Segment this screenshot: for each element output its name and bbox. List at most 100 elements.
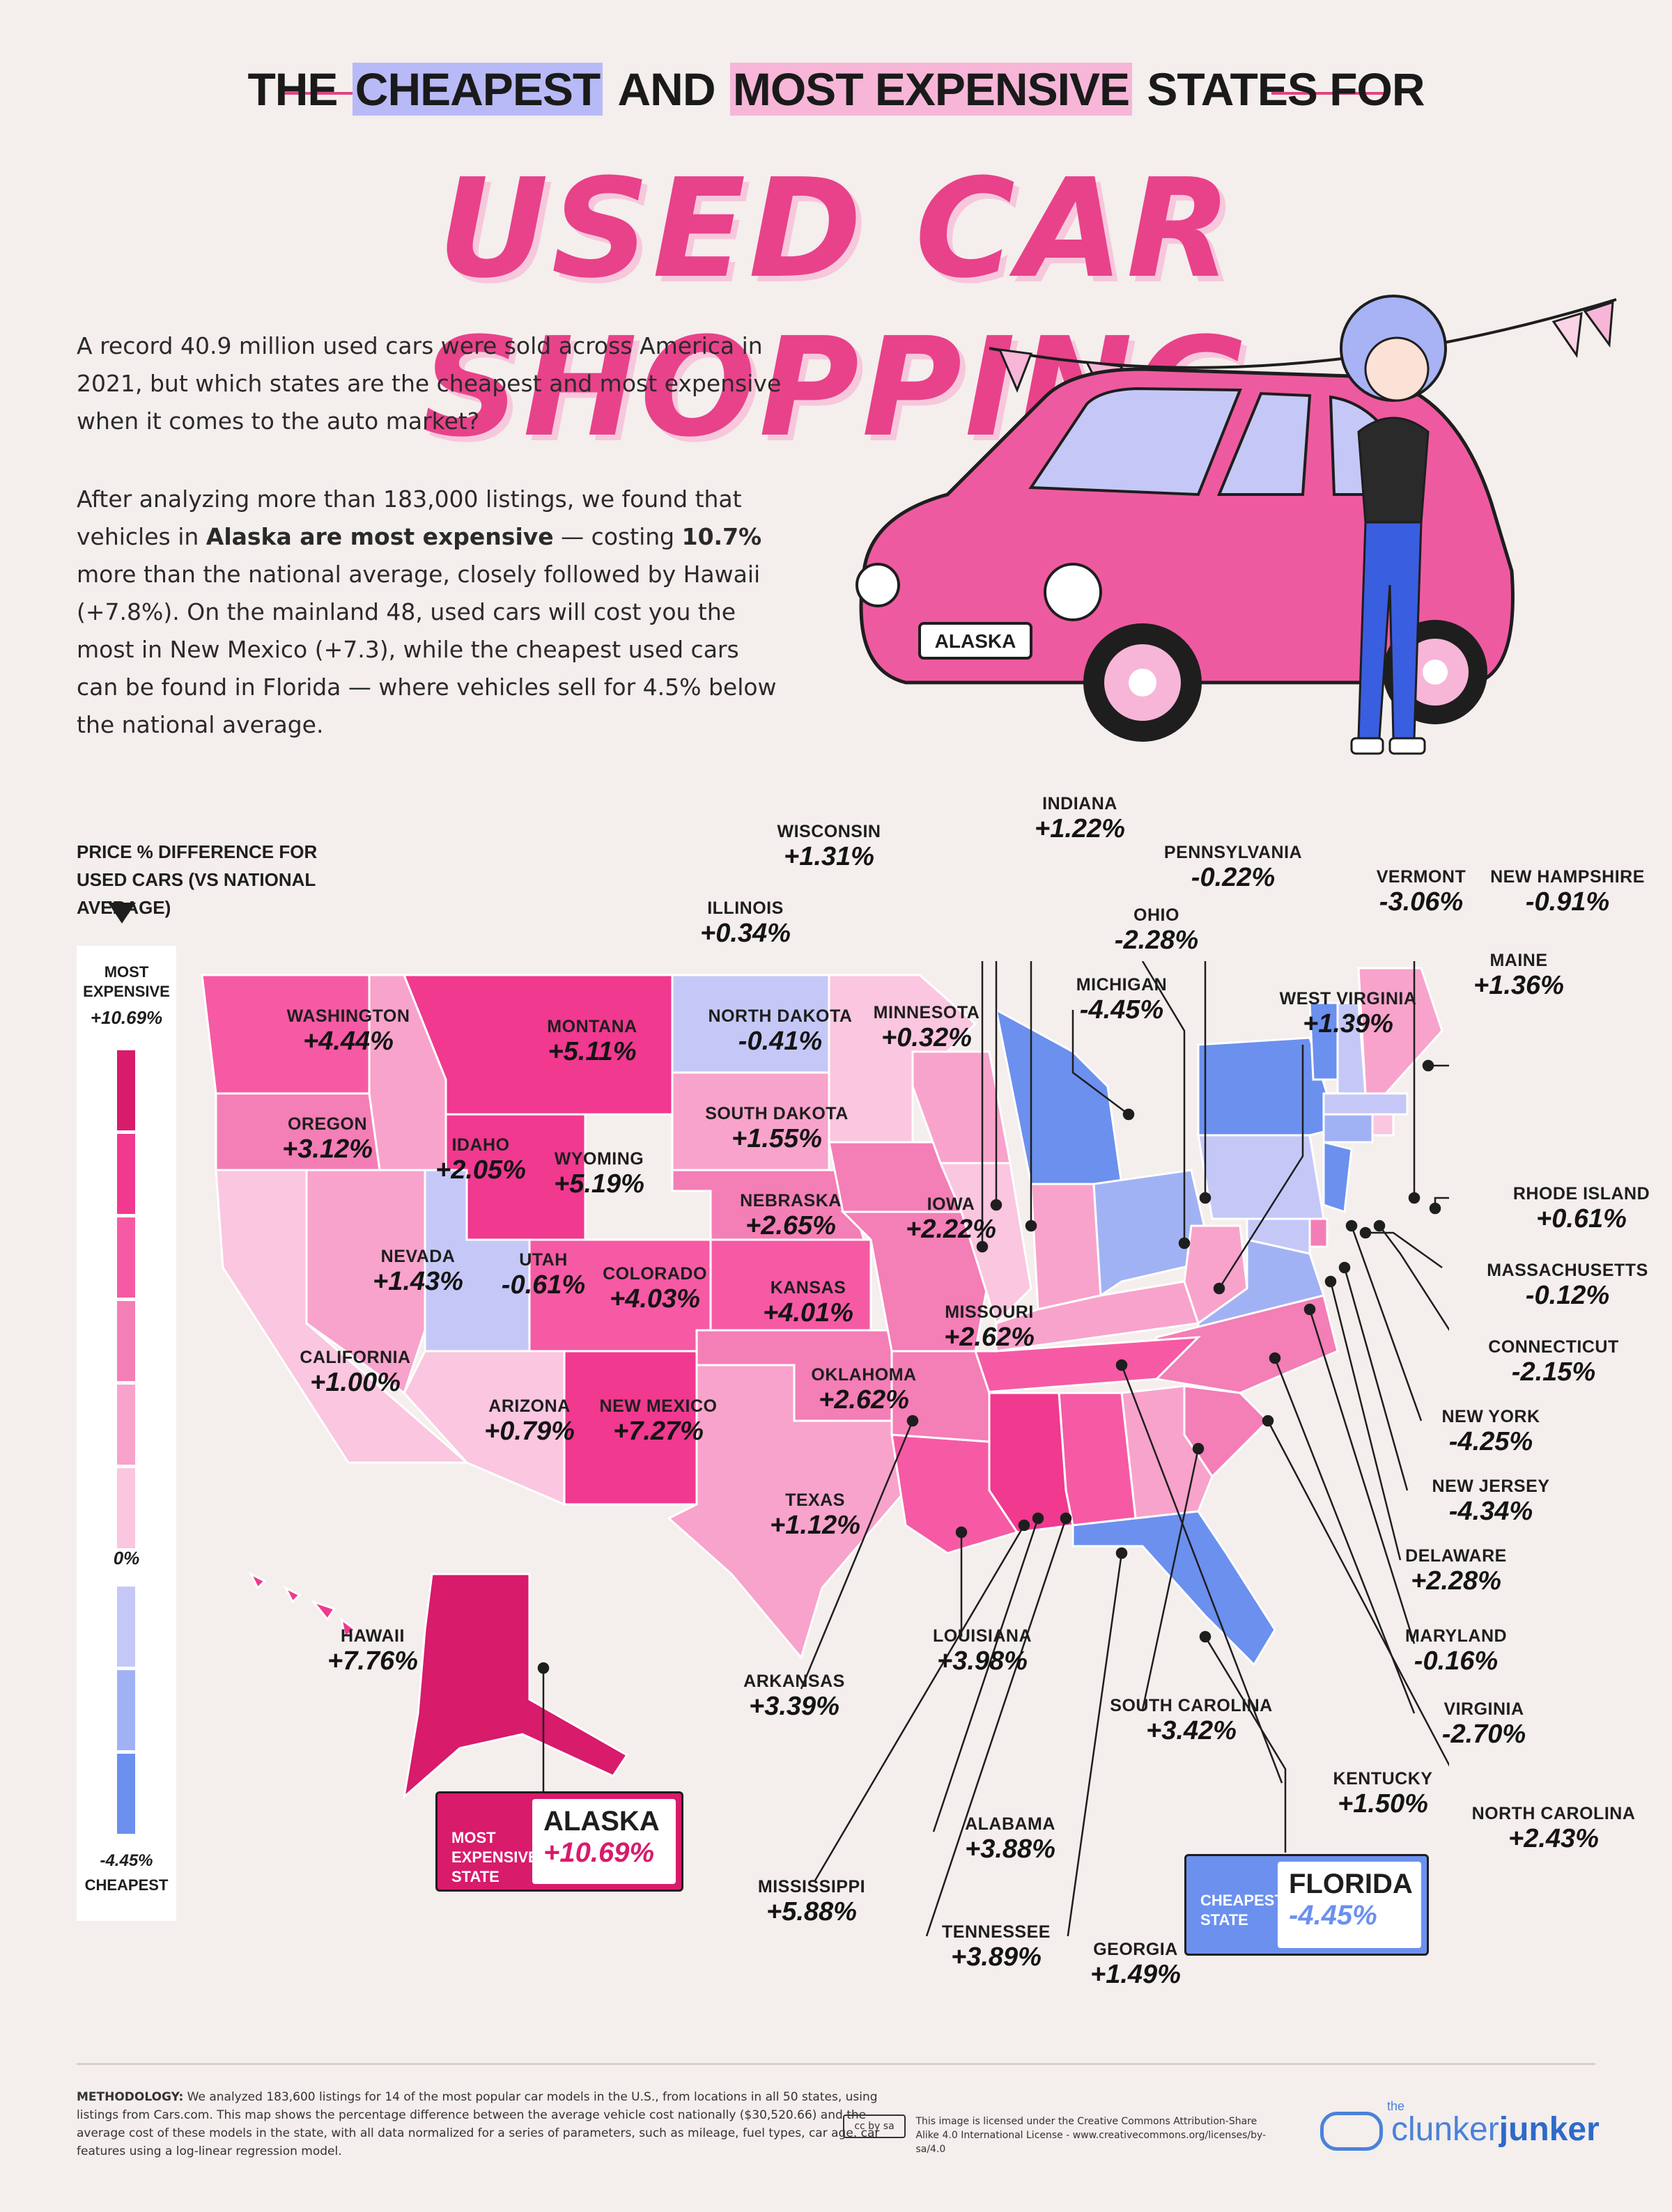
leader-line [814,1525,1025,1881]
state-name: ARIZONA [488,1396,571,1416]
state-value: -0.22% [1191,863,1276,892]
state-ohio [1092,1169,1214,1298]
leader-dot [1269,1352,1281,1364]
state-label-rhode-island: RHODE ISLAND +0.61% [1491,1184,1672,1234]
state-name: INDIANA [1042,794,1117,813]
state-name: NORTH DAKOTA [708,1006,853,1026]
state-value: +1.49% [1090,1960,1181,1989]
state-label-hawaii: HAWAII +7.76% [282,1626,463,1676]
state-value: -0.91% [1525,887,1610,917]
state-label-north-dakota: NORTH DAKOTA -0.41% [690,1006,871,1057]
state-name: WASHINGTON [286,1006,410,1026]
state-value: +5.11% [548,1037,637,1066]
state-massachusetts [1322,1092,1409,1116]
state-name: ARKANSAS [743,1672,845,1691]
state-value: +3.12% [282,1135,373,1164]
state-name: VIRGINIA [1443,1699,1524,1719]
most-expensive-callout: MOST EXPENSIVE STATE ALASKA +10.69% [435,1791,683,1892]
state-value: -2.28% [1114,926,1199,955]
state-name: NORTH CAROLINA [1471,1804,1636,1823]
state-delaware [1308,1217,1329,1248]
state-label-michigan: MICHIGAN -4.45% [1031,975,1212,1025]
state-name: CONNECTICUT [1488,1337,1619,1357]
license-plate [918,622,1032,660]
state-name: NEW YORK [1441,1407,1540,1426]
intro-paragraph-1: A record 40.9 million used cars were sol… [77,332,782,435]
state-name: PENNSYLVANIA [1163,843,1303,862]
legend-swatch [117,1301,135,1381]
state-label-new-york: NEW YORK -4.25% [1400,1407,1581,1457]
title-word: AND [617,63,716,115]
state-value: -0.16% [1414,1646,1499,1676]
leader-line [1329,1281,1402,1561]
leader-line [1218,1045,1304,1289]
state-value: -4.45% [1079,995,1164,1025]
legend-title: PRICE % DIFFERENCE FOR USED CARS (VS NAT… [77,841,318,918]
leader-dot [1199,1630,1212,1643]
state-name: WEST VIRGINIA [1279,989,1417,1008]
state-value: +3.88% [965,1835,1055,1864]
leader-dot [1192,1442,1205,1455]
legend-zero: 0% [113,1548,140,1568]
legend-swatch [117,1385,135,1465]
state-label-idaho: IDAHO +2.05% [390,1135,571,1185]
state-name: KANSAS [770,1278,846,1298]
state-label-nebraska: NEBRASKA +2.65% [700,1191,881,1241]
state-indiana [1030,1183,1102,1311]
state-value: +2.62% [944,1323,1035,1352]
leader-dot [1122,1108,1135,1121]
state-label-minnesota: MINNESOTA +0.32% [836,1003,1017,1053]
state-label-louisiana: LOUISIANA +3.98% [892,1626,1073,1676]
state-label-new-jersey: NEW JERSEY -4.34% [1400,1477,1581,1527]
leader-line [1120,1364,1283,1784]
state-name: IDAHO [451,1135,510,1155]
leader-line [1350,1225,1423,1422]
callout-label: MOST EXPENSIVE STATE [451,1829,539,1885]
state-label-massachusetts: MASSACHUSETTS -0.12% [1477,1261,1658,1311]
state-label-nevada: NEVADA +1.43% [327,1247,509,1297]
state-value: +1.39% [1303,1009,1393,1038]
state-value: +3.98% [937,1646,1028,1676]
state-name: MASSACHUSETTS [1487,1261,1648,1280]
car-illustration: ALASKA [856,295,1617,755]
leader-line [1204,1636,1287,1853]
state-label-south-carolina: SOUTH CAROLINA +3.42% [1101,1696,1282,1746]
title-word-expensive: MOST EXPENSIVE [729,63,1132,116]
state-value: +1.00% [310,1368,401,1397]
state-name: LOUISIANA [933,1626,1032,1646]
state-label-wyoming: WYOMING +5.19% [509,1149,690,1199]
leader-dot [955,1526,968,1539]
leader-dot [1345,1220,1358,1232]
state-value: +2.22% [906,1215,996,1244]
state-label-mississippi: MISSISSIPPI +5.88% [721,1877,902,1927]
state-value: +4.03% [610,1284,700,1314]
state-pennsylvania [1197,1134,1325,1220]
methodology-note: METHODOLOGY: We analyzed 183,600 listing… [77,2090,880,2158]
state-name: KENTUCKY [1333,1769,1433,1789]
cc-license-icon: cc by sa [843,2114,906,2138]
state-value: -4.34% [1448,1497,1533,1526]
state-value: -2.70% [1441,1720,1526,1749]
state-value: +0.34% [700,919,791,948]
leader-dot [1373,1220,1386,1232]
leader-dot [1199,1192,1212,1204]
footer-divider [77,2063,1595,2065]
leader-dot [990,1199,1003,1211]
state-name: NEBRASKA [740,1191,842,1210]
leader-line [925,1518,1067,1936]
legend-top-value: +10.69% [90,1007,163,1028]
state-name: ALABAMA [965,1814,1055,1834]
state-label-colorado: COLORADO +4.03% [564,1264,745,1314]
state-name: MINNESOTA [873,1003,980,1022]
state-name: SOUTH CAROLINA [1110,1696,1273,1715]
leader-dot [1262,1415,1274,1427]
state-name: GEORGIA [1093,1940,1178,1959]
state-value: +7.27% [613,1417,704,1446]
state-label-iowa: IOWA +2.22% [860,1194,1042,1245]
state-name: MAINE [1489,951,1548,970]
state-label-pennsylvania: PENNSYLVANIA -0.22% [1143,843,1324,893]
leader-dot [1060,1512,1072,1525]
subtitle: THE CHEAPEST AND MOST EXPENSIVE STATES F… [0,63,1672,116]
brand-logo: the clunkerjunker [1320,2099,1600,2151]
state-value: -2.15% [1511,1357,1596,1387]
